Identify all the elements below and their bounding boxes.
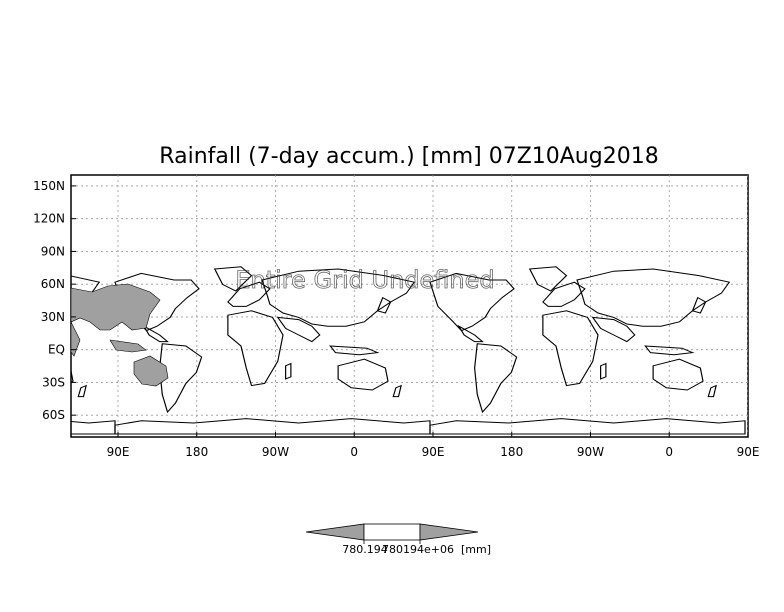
- x-tick-label: 180: [500, 445, 523, 459]
- x-tick-label: 90W: [262, 445, 289, 459]
- x-tick-label: 90E: [737, 445, 760, 459]
- y-tick-label: EQ: [48, 343, 65, 357]
- colorbar-right-arrow: [419, 523, 479, 541]
- map-title: Rainfall (7-day accum.) [mm] 07Z10Aug201…: [159, 144, 658, 169]
- map-watermark: Entire Grid Undefined: [235, 266, 494, 294]
- x-tick-label: 0: [350, 445, 358, 459]
- y-tick-label: 30S: [42, 375, 65, 389]
- y-tick-label: 90N: [41, 244, 65, 258]
- y-tick-label: 60N: [41, 277, 65, 291]
- x-tick-label: 90E: [422, 445, 445, 459]
- colorbar-label-unit: [mm]: [461, 543, 491, 556]
- map-frame: [70, 174, 749, 438]
- x-tick-label: 0: [665, 445, 673, 459]
- y-tick-label: 120N: [33, 212, 65, 226]
- x-tick-label: 90W: [577, 445, 604, 459]
- x-tick-label: 90E: [107, 445, 130, 459]
- y-tick-label: 60S: [42, 408, 65, 422]
- x-tick-label: 180: [185, 445, 208, 459]
- y-tick-label: 150N: [33, 179, 65, 193]
- colorbar-label-1: 780194e+06: [382, 543, 454, 556]
- y-tick-label: 30N: [41, 310, 65, 324]
- y-axis-ticks: 150N 120N 90N 60N 30N EQ 30S 60S: [33, 179, 76, 422]
- x-axis-ticks: 90E 180 90W 0 90E 180 90W 0 90E: [107, 432, 760, 459]
- colorbar: 780.194 780194e+06 [mm]: [305, 523, 491, 556]
- colorbar-middle: [363, 523, 421, 541]
- map-area: Entire Grid Undefined: [71, 175, 748, 437]
- rain-shaded-region: [71, 283, 169, 387]
- colorbar-label-0: 780.194: [342, 543, 388, 556]
- colorbar-left-arrow: [305, 523, 365, 541]
